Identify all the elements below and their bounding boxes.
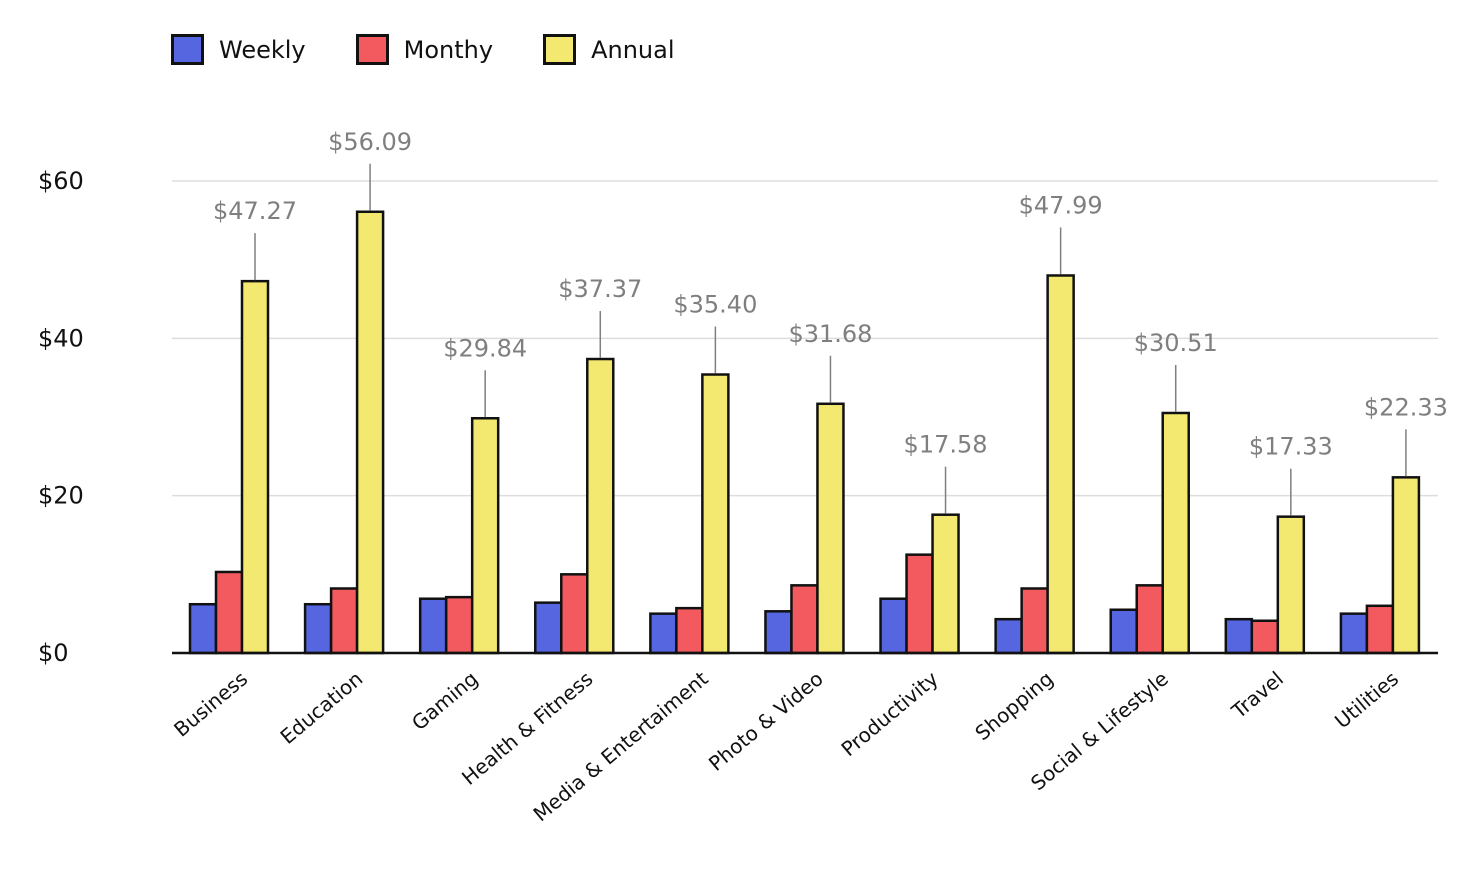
data-label: $17.33 — [1249, 433, 1333, 461]
bar-monthy-6 — [905, 553, 934, 655]
x-tick-label: Business — [169, 666, 252, 741]
bar-annual-3 — [586, 357, 615, 655]
bar-monthy-0 — [214, 570, 244, 655]
y-tick-label: $0 — [38, 639, 69, 667]
data-label: $22.33 — [1364, 393, 1448, 421]
bar-weekly-0 — [188, 602, 218, 655]
bar-annual-0 — [240, 279, 270, 655]
bar-annual-4 — [701, 373, 730, 655]
y-tick-label: $40 — [38, 324, 84, 352]
legend-swatch-monthy — [355, 34, 389, 65]
data-label: $56.09 — [328, 128, 412, 156]
x-tick-label: Gaming — [407, 666, 482, 735]
bar-annual-2 — [470, 417, 500, 655]
x-tick-label: Utilities — [1330, 666, 1403, 733]
legend: Weekly Monthy Annual — [171, 34, 725, 65]
legend-item-weekly: Weekly — [171, 34, 306, 65]
legend-label-annual: Annual — [591, 35, 675, 64]
x-tick-label: Travel — [1226, 666, 1288, 723]
bar-annual-10 — [1391, 476, 1421, 655]
bar-monthy-10 — [1365, 604, 1395, 655]
bar-monthy-8 — [1135, 584, 1164, 655]
bar-monthy-4 — [675, 606, 704, 655]
legend-swatch-weekly — [171, 34, 204, 65]
data-label: $17.58 — [904, 431, 988, 459]
bar-annual-8 — [1161, 411, 1190, 655]
y-tick-label: $20 — [38, 482, 84, 510]
bar-weekly-3 — [534, 601, 563, 655]
bar-weekly-9 — [1224, 617, 1254, 655]
bar-weekly-10 — [1339, 612, 1369, 655]
data-label: $29.84 — [443, 334, 527, 362]
data-label: $30.51 — [1134, 329, 1218, 357]
legend-label-monthy: Monthy — [403, 35, 494, 64]
data-label: $47.99 — [1019, 191, 1103, 219]
bar-weekly-2 — [418, 597, 448, 655]
bar-annual-9 — [1276, 515, 1306, 655]
bar-weekly-6 — [879, 597, 908, 655]
data-label: $31.68 — [788, 320, 872, 348]
bar-monthy-9 — [1250, 619, 1280, 655]
x-tick-label: Photo & Video — [704, 666, 828, 775]
legend-label-weekly: Weekly — [219, 35, 306, 64]
legend-swatch-annual — [543, 34, 577, 65]
legend-item-monthy: Monthy — [355, 34, 494, 65]
bar-annual-1 — [355, 210, 385, 655]
bar-monthy-7 — [1020, 587, 1049, 655]
x-tick-label: Shopping — [970, 666, 1057, 745]
bar-monthy-1 — [329, 587, 359, 655]
data-label: $37.37 — [558, 275, 642, 303]
bar-weekly-5 — [764, 610, 793, 655]
bar-monthy-2 — [444, 595, 474, 655]
bar-monthy-3 — [560, 573, 589, 655]
data-label: $47.27 — [213, 197, 297, 225]
bar-annual-7 — [1046, 274, 1075, 655]
legend-item-annual: Annual — [543, 34, 675, 65]
x-tick-label: Productivity — [836, 666, 942, 761]
bar-weekly-4 — [649, 612, 678, 655]
bar-weekly-1 — [303, 602, 333, 655]
bar-annual-5 — [816, 402, 845, 655]
y-tick-label: $60 — [38, 167, 84, 195]
bar-monthy-5 — [790, 584, 819, 655]
data-label: $35.40 — [673, 291, 757, 319]
bar-annual-6 — [931, 513, 960, 655]
bar-weekly-8 — [1109, 608, 1138, 655]
x-tick-label: Education — [276, 666, 368, 748]
bar-weekly-7 — [994, 617, 1023, 655]
